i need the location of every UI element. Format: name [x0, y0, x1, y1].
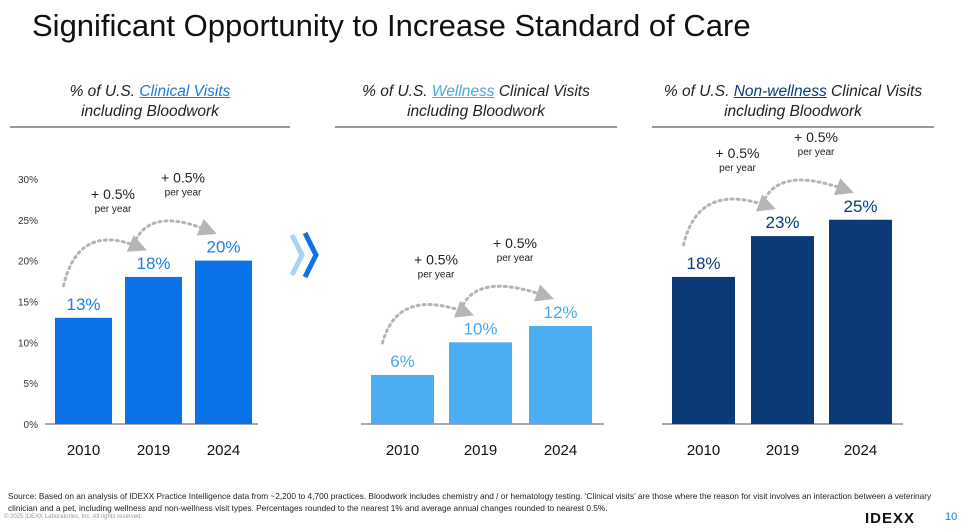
chevron-right-icon	[289, 231, 319, 279]
x-tick-label: 2010	[687, 442, 720, 459]
bar-2010	[672, 276, 735, 424]
growth-arrow	[761, 178, 854, 206]
data-label: 20%	[206, 238, 240, 257]
y-tick-label: 15%	[18, 297, 38, 308]
bar-2010	[55, 317, 112, 424]
data-label: 13%	[66, 295, 100, 314]
bar-2010	[371, 374, 434, 424]
data-label: 12%	[543, 303, 577, 322]
data-label: 23%	[765, 213, 799, 232]
chart-header-clinical: % of U.S. Clinical Visits including Blood…	[10, 82, 290, 122]
annotation-per-year: per year	[798, 147, 835, 158]
annotation-per-year: per year	[95, 204, 132, 215]
header-text: including Bloodwork	[81, 103, 219, 120]
header-text: % of U.S.	[362, 83, 432, 100]
annotation-per-year: per year	[418, 269, 455, 280]
growth-arrow	[381, 300, 474, 345]
data-label: 18%	[686, 254, 720, 273]
y-tick-label: 0%	[24, 420, 39, 431]
bar-2024	[195, 260, 252, 424]
y-tick-label: 10%	[18, 338, 38, 349]
annotation-change: + 0.5%	[91, 186, 135, 202]
header-link[interactable]: Non-wellness	[733, 83, 827, 100]
x-tick-label: 2019	[766, 442, 799, 459]
header-text: Clinical Visits	[494, 83, 590, 100]
growth-arrow	[682, 194, 776, 247]
annotation-per-year: per year	[497, 253, 534, 264]
page-number: 10	[945, 511, 958, 523]
bar-2019	[449, 342, 512, 424]
header-divider	[10, 126, 290, 128]
x-tick-label: 2019	[137, 442, 170, 459]
page-title: Significant Opportunity to Increase Stan…	[32, 8, 751, 43]
data-label: 6%	[390, 352, 415, 371]
y-tick-label: 25%	[18, 216, 38, 227]
bar-2019	[125, 276, 182, 424]
y-tick-label: 20%	[18, 257, 38, 268]
growth-arrow	[132, 218, 217, 247]
header-divider	[335, 126, 617, 128]
annotation-change: + 0.5%	[716, 145, 760, 161]
header-link[interactable]: Clinical Visits	[139, 83, 231, 100]
data-label: 10%	[463, 319, 497, 338]
header-text: including Bloodwork	[407, 103, 545, 120]
x-tick-label: 2024	[844, 442, 877, 459]
y-tick-label: 5%	[24, 379, 39, 390]
annotation-change: + 0.5%	[794, 129, 838, 145]
y-tick-label: 30%	[18, 175, 38, 186]
header-text: % of U.S.	[663, 83, 734, 100]
annotation-change: + 0.5%	[161, 170, 205, 186]
copyright: © 2025 IDEXX Laboratories, Inc. All righ…	[4, 514, 143, 520]
growth-arrow	[62, 235, 147, 288]
bar-2024	[529, 325, 592, 424]
x-tick-label: 2010	[67, 442, 100, 459]
bar-2019	[751, 236, 814, 424]
annotation-per-year: per year	[719, 163, 756, 174]
x-tick-label: 2024	[544, 442, 577, 459]
data-label: 18%	[136, 254, 170, 273]
charts-canvas: 0% 5% 10% 15% 20% 25% 30% 13% 2010 18% 2019 20% 2024…	[18, 129, 903, 459]
header-divider	[652, 126, 934, 128]
x-tick-label: 2010	[386, 442, 419, 459]
header-text: Clinical Visits	[826, 83, 923, 100]
data-label: 25%	[843, 197, 877, 216]
x-tick-label: 2019	[464, 442, 497, 459]
annotation-per-year: per year	[165, 188, 202, 199]
annotation-change: + 0.5%	[493, 235, 537, 251]
footnote-source: Source: Based on an analysis of IDEXX Pr…	[8, 491, 932, 513]
annotation-change: + 0.5%	[414, 251, 458, 267]
growth-arrow	[459, 284, 554, 312]
chart-header-wellness: % of U.S. Wellness Clinical Visits includ…	[335, 82, 617, 122]
bar-2024	[829, 219, 892, 424]
chart-header-nonwellness: % of U.S. Non-wellness Clinical Visits in…	[652, 82, 934, 122]
header-link[interactable]: Wellness	[431, 83, 495, 100]
idexx-logo: IDEXX	[865, 510, 916, 527]
header-text: including Bloodwork	[724, 103, 862, 120]
x-tick-label: 2024	[207, 442, 240, 459]
header-text: % of U.S.	[69, 83, 140, 100]
